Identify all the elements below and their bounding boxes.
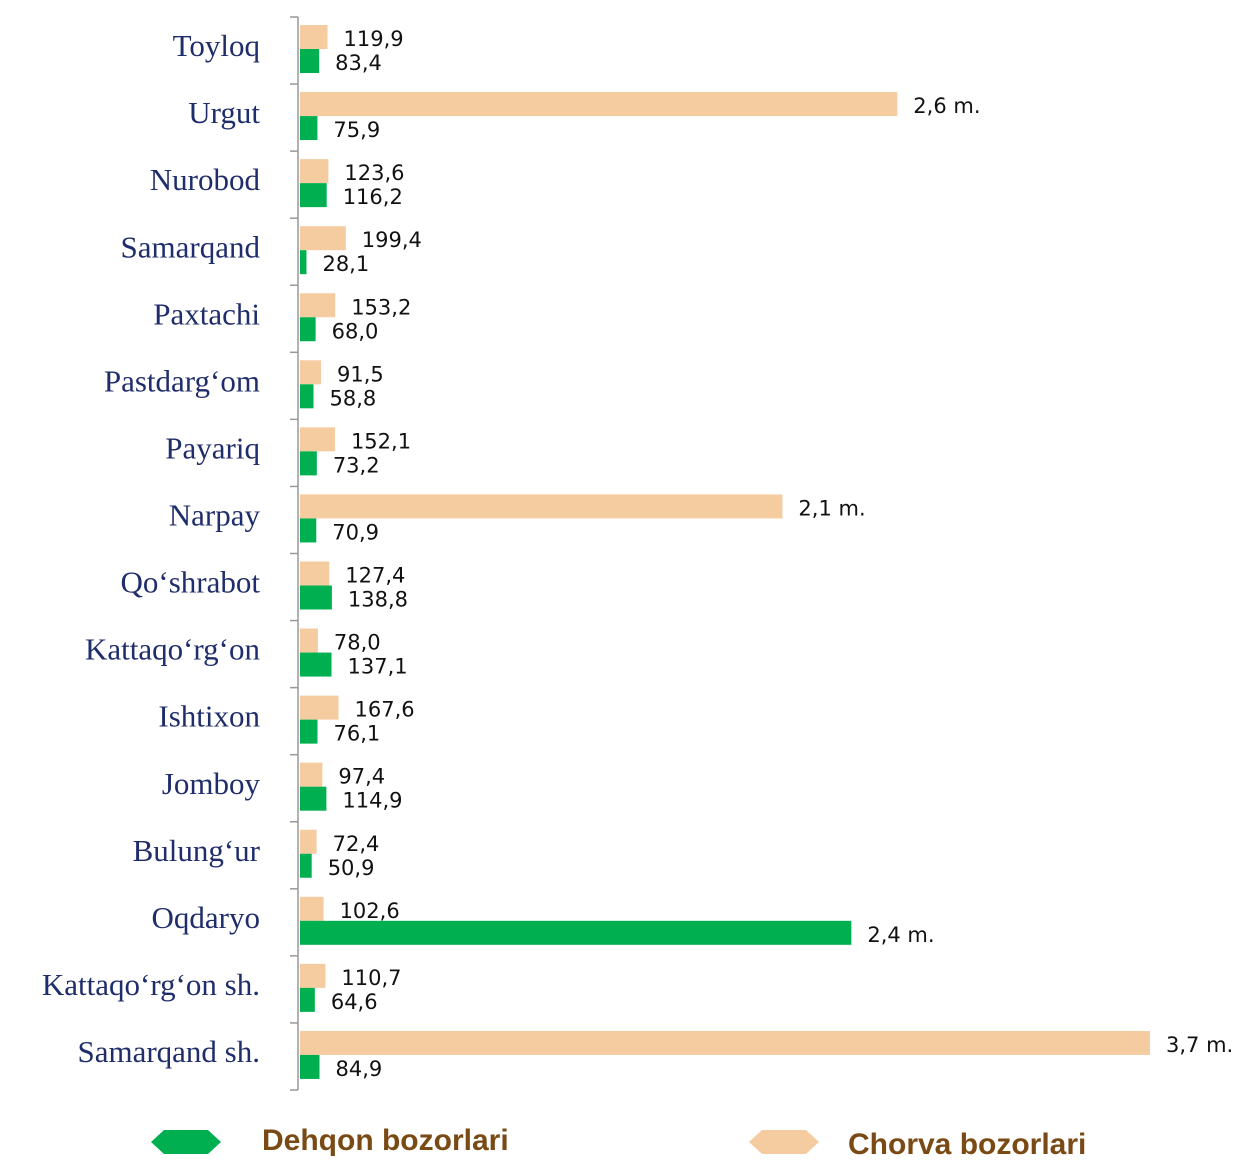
value-label: 73,2 — [333, 453, 380, 477]
bar — [300, 518, 317, 543]
bar — [300, 762, 323, 787]
bar — [300, 116, 318, 141]
bar — [300, 183, 327, 208]
value-label: 2,4 m. — [867, 923, 934, 947]
bar — [300, 451, 317, 476]
category-label: Qo‘shrabot — [121, 565, 261, 600]
bar — [300, 317, 316, 342]
bar — [300, 695, 339, 720]
value-label: 78,0 — [334, 631, 381, 655]
bar — [300, 896, 324, 921]
value-label: 28,1 — [322, 252, 369, 276]
bar — [300, 853, 312, 878]
bar — [300, 628, 318, 653]
value-label: 2,6 m. — [913, 94, 980, 118]
value-label: 83,4 — [335, 51, 382, 75]
value-label: 153,2 — [351, 295, 411, 319]
value-label: 50,9 — [328, 856, 375, 880]
legend-swatch — [151, 1130, 221, 1154]
value-label: 127,4 — [345, 564, 405, 588]
bar — [300, 49, 320, 73]
category-label: Urgut — [188, 95, 260, 130]
value-label: 138,8 — [348, 588, 408, 612]
value-label: 76,1 — [333, 722, 380, 746]
category-label: Toyloq — [173, 28, 260, 63]
category-label: Narpay — [169, 498, 261, 533]
legend-label: Dehqon bozorlari — [262, 1124, 509, 1157]
bar — [300, 652, 332, 677]
bar — [300, 293, 336, 318]
bar — [300, 159, 329, 184]
value-label: 3,7 m. — [1166, 1033, 1233, 1057]
bar — [300, 585, 332, 610]
value-label: 102,6 — [340, 899, 400, 923]
value-label: 2,1 m. — [798, 496, 865, 520]
bar — [300, 829, 317, 854]
category-label: Kattaqo‘rg‘on — [85, 632, 261, 667]
category-label: Ishtixon — [158, 699, 260, 734]
value-label: 72,4 — [333, 832, 380, 856]
bar — [300, 786, 327, 811]
value-label: 97,4 — [338, 765, 385, 789]
bar — [300, 226, 346, 251]
value-label: 91,5 — [337, 362, 384, 386]
value-label: 167,6 — [355, 698, 415, 722]
value-label: 119,9 — [344, 27, 404, 51]
bar — [300, 920, 852, 945]
bar — [300, 1030, 1150, 1055]
value-label: 64,6 — [331, 990, 378, 1014]
category-label: Jomboy — [162, 766, 261, 801]
legend-label: Chorva bozorlari — [848, 1128, 1086, 1160]
bar — [300, 963, 326, 988]
value-label: 58,8 — [330, 386, 377, 410]
value-label: 68,0 — [332, 319, 379, 343]
category-label: Nurobod — [150, 162, 261, 197]
bar — [300, 384, 314, 409]
category-label: Payariq — [165, 430, 260, 465]
bar — [300, 987, 315, 1012]
bar — [300, 1054, 320, 1079]
category-label: Paxtachi — [153, 296, 260, 331]
category-label: Pastdarg‘om — [104, 363, 260, 398]
bar — [300, 494, 783, 519]
value-label: 152,1 — [351, 429, 411, 453]
bar — [300, 427, 335, 452]
value-label: 110,7 — [341, 966, 401, 990]
category-label: Kattaqo‘rg‘on sh. — [42, 967, 260, 1002]
legend-swatch — [749, 1130, 819, 1154]
value-label: 75,9 — [333, 118, 380, 142]
bar — [300, 92, 898, 117]
value-label: 84,9 — [336, 1057, 383, 1081]
bar — [300, 561, 330, 586]
value-label: 70,9 — [332, 520, 379, 544]
value-label: 116,2 — [343, 185, 403, 209]
bar — [300, 360, 322, 385]
category-label: Bulung‘ur — [133, 833, 261, 868]
bar — [300, 25, 328, 49]
bar — [300, 719, 318, 744]
value-label: 123,6 — [344, 161, 404, 185]
category-label: Oqdaryo — [152, 900, 260, 935]
value-label: 114,9 — [342, 789, 402, 813]
category-label: Samarqand — [121, 229, 261, 264]
value-label: 137,1 — [347, 655, 407, 679]
value-label: 199,4 — [362, 228, 422, 252]
category-label: Samarqand sh. — [77, 1034, 260, 1069]
bar — [300, 250, 307, 275]
